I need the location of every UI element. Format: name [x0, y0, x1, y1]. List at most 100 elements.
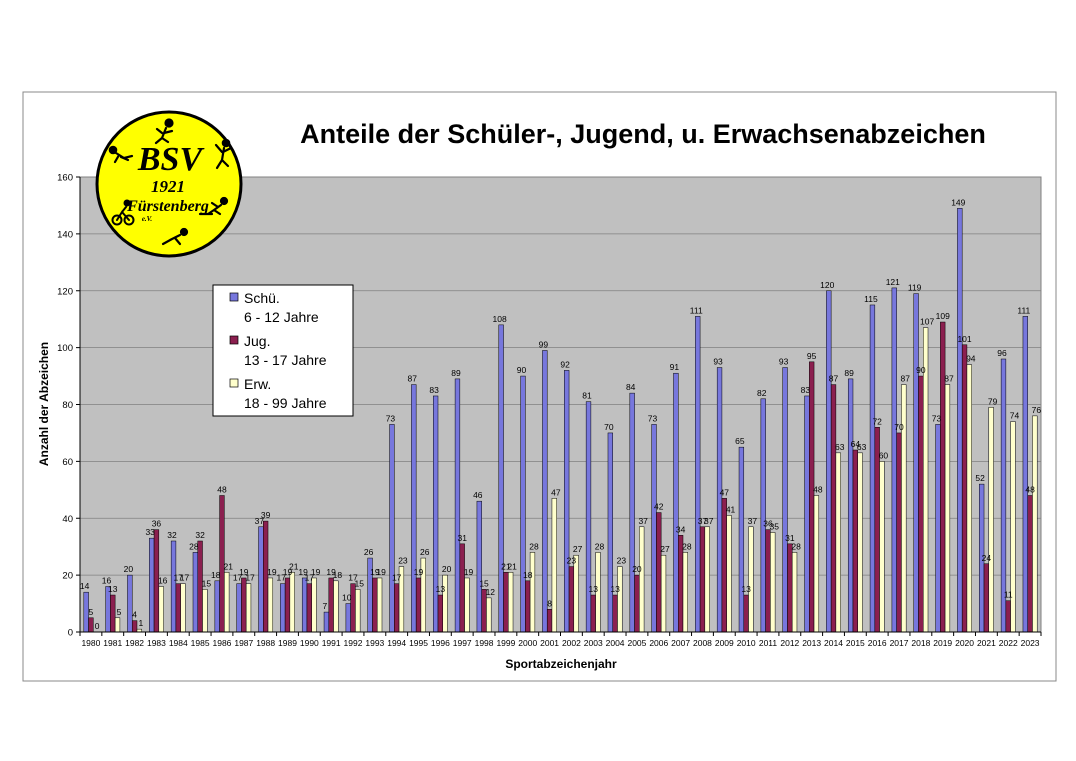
x-tick-label: 2014: [824, 638, 843, 648]
data-label: 46: [473, 490, 483, 500]
data-label: 13: [108, 584, 118, 594]
data-label: 83: [801, 385, 811, 395]
bar-sch-2016: [869, 304, 876, 633]
data-label: 1: [138, 618, 143, 628]
bar-erw-1986: [224, 572, 230, 633]
x-tick-label: 1999: [496, 638, 515, 648]
data-label: 83: [429, 385, 439, 395]
x-tick-label: 2019: [933, 638, 952, 648]
bar-sch-2010: [738, 446, 745, 633]
data-label: 52: [975, 473, 985, 483]
bar-erw-2005: [639, 526, 645, 633]
data-label: 23: [567, 556, 577, 566]
bar-jug-2008: [699, 526, 706, 633]
bar-sch-2013: [804, 395, 810, 633]
bar-sch-2017: [891, 287, 897, 633]
data-label: 87: [829, 374, 839, 384]
x-tick-label: 1989: [278, 638, 297, 648]
bar-jug-1992: [350, 583, 356, 633]
data-label: 21: [289, 561, 299, 571]
x-tick-label: 1987: [234, 638, 253, 648]
data-label: 17: [348, 573, 358, 583]
data-label: 101: [957, 334, 971, 344]
bar-sch-2009: [716, 367, 723, 633]
y-tick-label: 0: [68, 628, 73, 639]
data-label: 18: [523, 570, 533, 580]
x-tick-label: 1981: [103, 638, 122, 648]
data-label: 28: [595, 541, 605, 551]
data-label: 93: [713, 357, 723, 367]
legend-box: [212, 284, 354, 417]
bar-jug-1982: [131, 620, 138, 633]
bar-sch-1991: [323, 611, 330, 633]
bar-erw-1981: [114, 617, 121, 633]
bar-erw-2013: [813, 495, 820, 633]
data-label: 17: [392, 573, 402, 583]
x-tick-label: 1984: [169, 638, 188, 648]
runner-icon: [154, 118, 174, 145]
bar-jug-1981: [110, 594, 116, 633]
bar-sch-1983: [149, 537, 155, 633]
data-label: 37: [255, 516, 265, 526]
x-tick-label: 2011: [759, 638, 778, 648]
data-label: 89: [844, 368, 854, 378]
bar-jug-2009: [721, 498, 727, 633]
data-label: 8: [547, 598, 552, 608]
data-label: 73: [386, 413, 396, 423]
bar-erw-2015: [857, 452, 863, 633]
x-tick-label: 2007: [671, 638, 690, 648]
data-label: 15: [355, 578, 365, 588]
bar-erw-1999: [508, 572, 514, 633]
bar-sch-1989: [280, 583, 286, 633]
data-label: 16: [102, 576, 112, 586]
legend: Schü. 6 - 12 Jahre Jug. 13 - 17 Jahre Er…: [212, 284, 354, 417]
data-label: 20: [124, 564, 134, 574]
data-label: 11: [1004, 590, 1013, 600]
data-label: 19: [311, 567, 321, 577]
bar-erw-1991: [333, 580, 339, 633]
y-tick-label: 60: [62, 457, 73, 468]
data-label: 111: [690, 305, 703, 315]
data-label: 19: [267, 567, 277, 577]
data-label: 19: [326, 567, 336, 577]
bar-jug-1987: [241, 577, 247, 633]
x-tick-label: 2004: [606, 638, 625, 648]
bar-jug-1989: [284, 577, 291, 633]
logo-town: Fürstenberg: [126, 198, 209, 215]
data-label: 34: [676, 524, 686, 534]
data-label: 7: [323, 601, 328, 611]
bar-sch-2008: [695, 316, 701, 633]
data-label: 120: [820, 280, 834, 290]
bar-erw-2002: [573, 554, 579, 633]
legend-label-schueler: Schü.: [244, 290, 280, 306]
data-label: 35: [770, 521, 780, 531]
data-label: 5: [89, 607, 94, 617]
data-label: 37: [638, 516, 648, 526]
data-label: 84: [626, 382, 636, 392]
data-label: 4: [132, 610, 137, 620]
data-label: 15: [479, 578, 489, 588]
data-label: 37: [704, 516, 714, 526]
x-tick-label: 2005: [627, 638, 646, 648]
bar-sch-1992: [345, 603, 351, 633]
bar-jug-2002: [568, 566, 575, 633]
jumper-icon: [108, 145, 134, 164]
bar-erw-2014: [835, 452, 841, 633]
data-label: 47: [551, 487, 561, 497]
bar-sch-2001: [542, 350, 548, 633]
x-axis-ticks: 1980 1981 1982 1983 1984 1985 1986 1987 1988 1989…: [79, 632, 1042, 648]
bar-jug-2003: [590, 594, 596, 633]
bar-erw-2020: [966, 364, 972, 633]
bar-sch-2018: [913, 293, 919, 633]
x-tick-label: 1996: [431, 638, 450, 648]
data-label: 10: [342, 593, 352, 603]
legend-range-jugend: 13 - 17 Jahre: [244, 352, 327, 368]
bar-erw-2009: [726, 515, 732, 633]
data-label: 121: [886, 277, 900, 287]
data-label: 20: [442, 564, 452, 574]
data-label: 19: [376, 567, 386, 577]
chart-title: Anteile der Schüler-, Jugend, u. Erwachs…: [300, 119, 986, 149]
x-tick-label: 1991: [322, 638, 341, 648]
bar-sch-2019: [935, 424, 941, 633]
